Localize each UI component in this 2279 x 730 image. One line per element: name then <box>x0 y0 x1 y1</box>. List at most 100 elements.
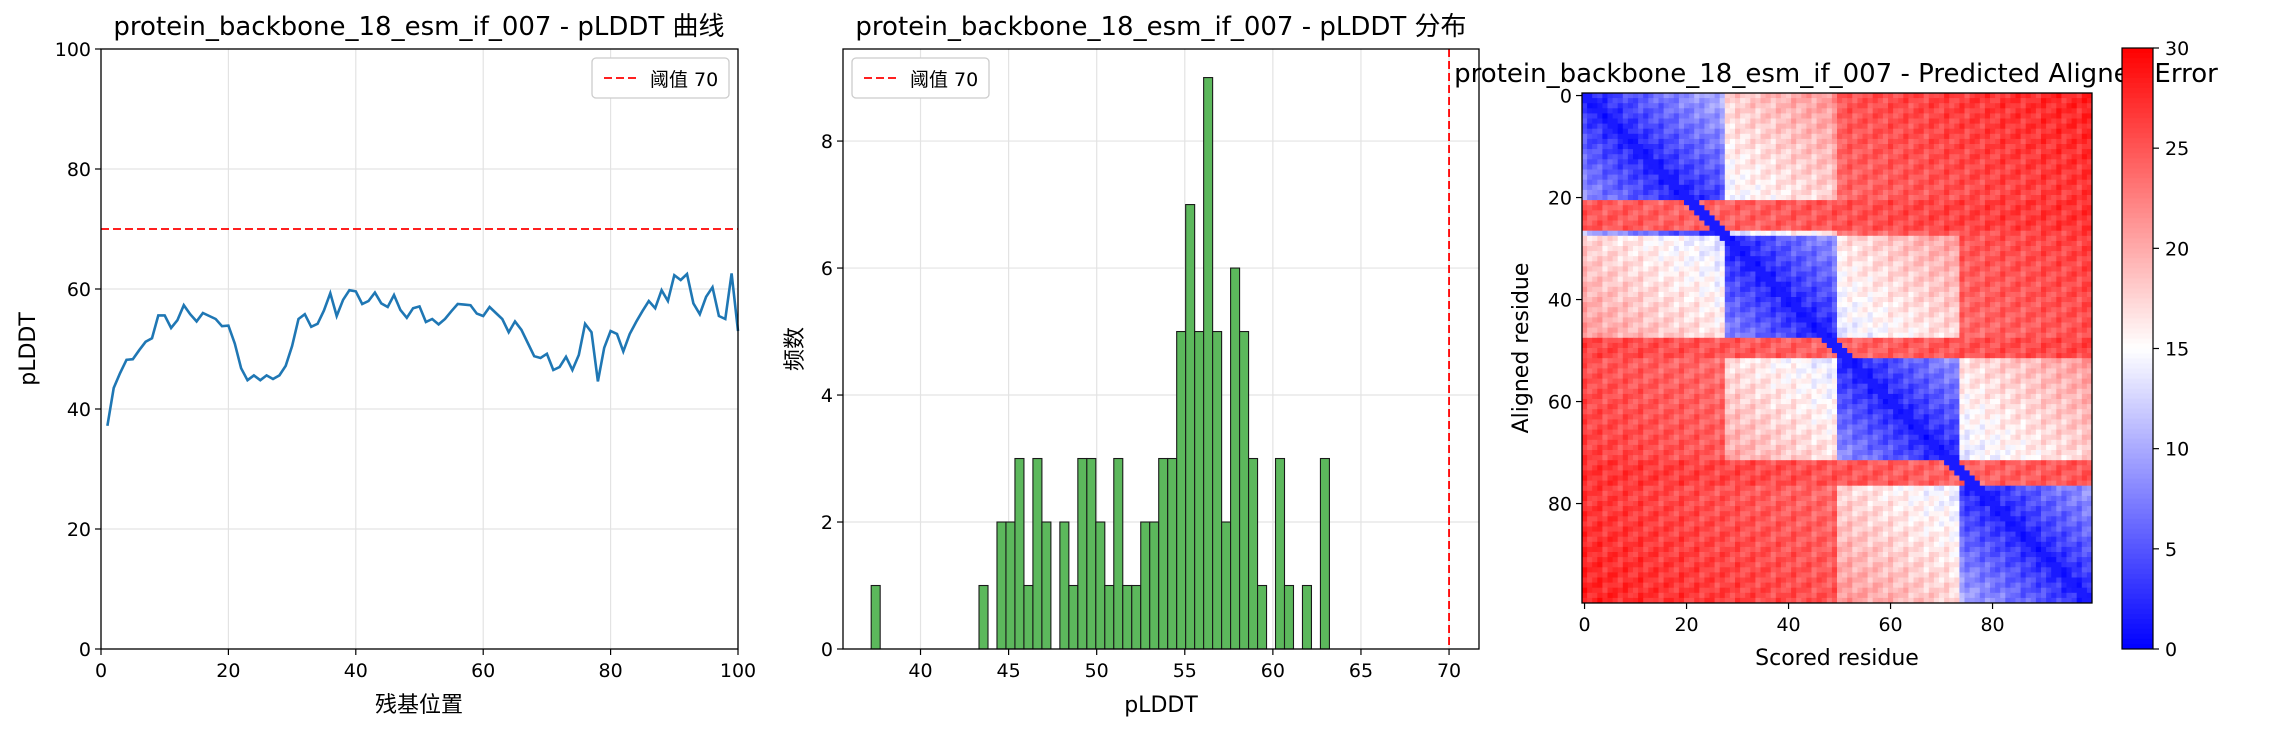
pae-cell <box>1760 138 1766 145</box>
pae-cell <box>2041 297 2047 303</box>
pae-cell <box>1796 256 1802 262</box>
pae-cell <box>1740 205 1746 211</box>
pae-cell <box>1653 138 1659 145</box>
pae-cell <box>1740 98 1746 104</box>
pae-cell <box>1933 123 1940 130</box>
pae-cell <box>1587 240 1593 247</box>
pae-cell <box>1908 251 1914 257</box>
pae-cell <box>1709 276 1715 283</box>
pae-cell <box>1780 164 1787 170</box>
pae-cell <box>2056 215 2062 221</box>
pae-cell <box>1979 200 1986 206</box>
pae-cell <box>1587 215 1593 221</box>
pae-cell <box>1826 266 1833 272</box>
pae-cell <box>1826 230 1833 237</box>
pae-cell <box>1699 205 1705 211</box>
pae-cell <box>1872 261 1879 267</box>
pae-cell <box>1612 200 1619 206</box>
pae-cell <box>2051 256 2057 262</box>
pae-cell <box>1939 286 1945 293</box>
pae-cell <box>1923 108 1930 114</box>
pae-cell <box>1607 225 1613 232</box>
pae-cell <box>1964 215 1970 221</box>
pae-cell <box>1928 251 1935 257</box>
pae-cell <box>1709 256 1715 262</box>
pae-cell <box>1806 169 1812 175</box>
pae-cell <box>1806 133 1812 140</box>
pae-cell <box>2035 297 2042 303</box>
pae-cell <box>2035 317 2042 323</box>
pae-cell <box>1597 108 1603 114</box>
pae-cell <box>1709 266 1715 272</box>
pae-cell <box>1949 317 1955 323</box>
pae-cell <box>1770 164 1777 170</box>
pae-cell <box>1949 297 1955 303</box>
pae-cell <box>1699 220 1705 226</box>
pae-cell <box>2000 251 2006 257</box>
pae-cell <box>1816 271 1823 277</box>
pae-cell <box>1714 220 1721 226</box>
pae-cell <box>1913 149 1919 155</box>
pae-cell <box>2071 281 2078 288</box>
pae-cell <box>1673 200 1680 206</box>
histogram-bar <box>1095 521 1106 650</box>
pae-cell <box>2035 332 2042 339</box>
pae-cell <box>1602 317 1608 323</box>
pae-cell <box>2005 327 2011 334</box>
pae-cell <box>1627 332 1634 339</box>
p2-ytick-label: 4 <box>821 385 833 407</box>
pae-cell <box>1903 128 1909 135</box>
pae-cell <box>1959 123 1965 130</box>
pae-cell <box>1653 169 1659 175</box>
pae-cell <box>1622 235 1629 242</box>
pae-cell <box>1678 205 1685 211</box>
pae-cell <box>2041 113 2047 119</box>
pae-cell <box>2076 302 2083 308</box>
pae-cell <box>1857 164 1863 170</box>
pae-cell <box>1714 200 1721 206</box>
pae-cell <box>1719 179 1726 186</box>
pae-cell <box>2081 235 2088 242</box>
pae-cell <box>1724 149 1731 155</box>
pae-cell <box>1826 179 1833 186</box>
pae-cell <box>1933 266 1940 272</box>
pae-cell <box>2020 98 2027 104</box>
pae-cell <box>1709 235 1715 242</box>
pae-cell <box>1745 210 1751 216</box>
pae-cell <box>1633 215 1639 221</box>
pae-cell <box>1923 291 1930 298</box>
pae-cell <box>1831 225 1838 232</box>
pae-cell <box>1760 297 1766 303</box>
pae-cell <box>1750 128 1756 135</box>
pae-cell <box>1801 261 1807 267</box>
pae-cell <box>1658 286 1664 293</box>
pae-cell <box>1898 235 1904 242</box>
pae-cell <box>1984 220 1991 226</box>
pae-cell <box>1903 195 1909 201</box>
pae-cell <box>1933 133 1940 140</box>
pae-cell <box>1755 154 1761 160</box>
pae-cell <box>1990 291 1996 298</box>
pae-cell <box>1811 149 1817 155</box>
pae-cell <box>1745 154 1751 160</box>
pae-cell <box>1872 235 1879 242</box>
pae-cell <box>1990 118 1996 124</box>
pae-cell <box>1862 93 1868 99</box>
pae-cell <box>2035 266 2042 272</box>
pae-cell <box>1689 189 1695 196</box>
pae-cell <box>1612 113 1619 119</box>
pae-cell <box>1801 332 1807 339</box>
pae-cell <box>1653 235 1659 242</box>
pae-cell <box>1622 271 1629 277</box>
pae-cell <box>1724 266 1731 272</box>
pae-cell <box>1816 118 1823 124</box>
pae-cell <box>1801 184 1807 191</box>
pae-cell <box>1939 271 1945 277</box>
pae-cell <box>1888 235 1894 242</box>
pae-cell <box>1709 174 1715 181</box>
pae-cell <box>1826 281 1833 288</box>
pae-cell <box>1643 174 1649 181</box>
pae-cell <box>1918 307 1925 313</box>
pae-cell <box>2005 98 2011 104</box>
pae-cell <box>1643 169 1649 175</box>
